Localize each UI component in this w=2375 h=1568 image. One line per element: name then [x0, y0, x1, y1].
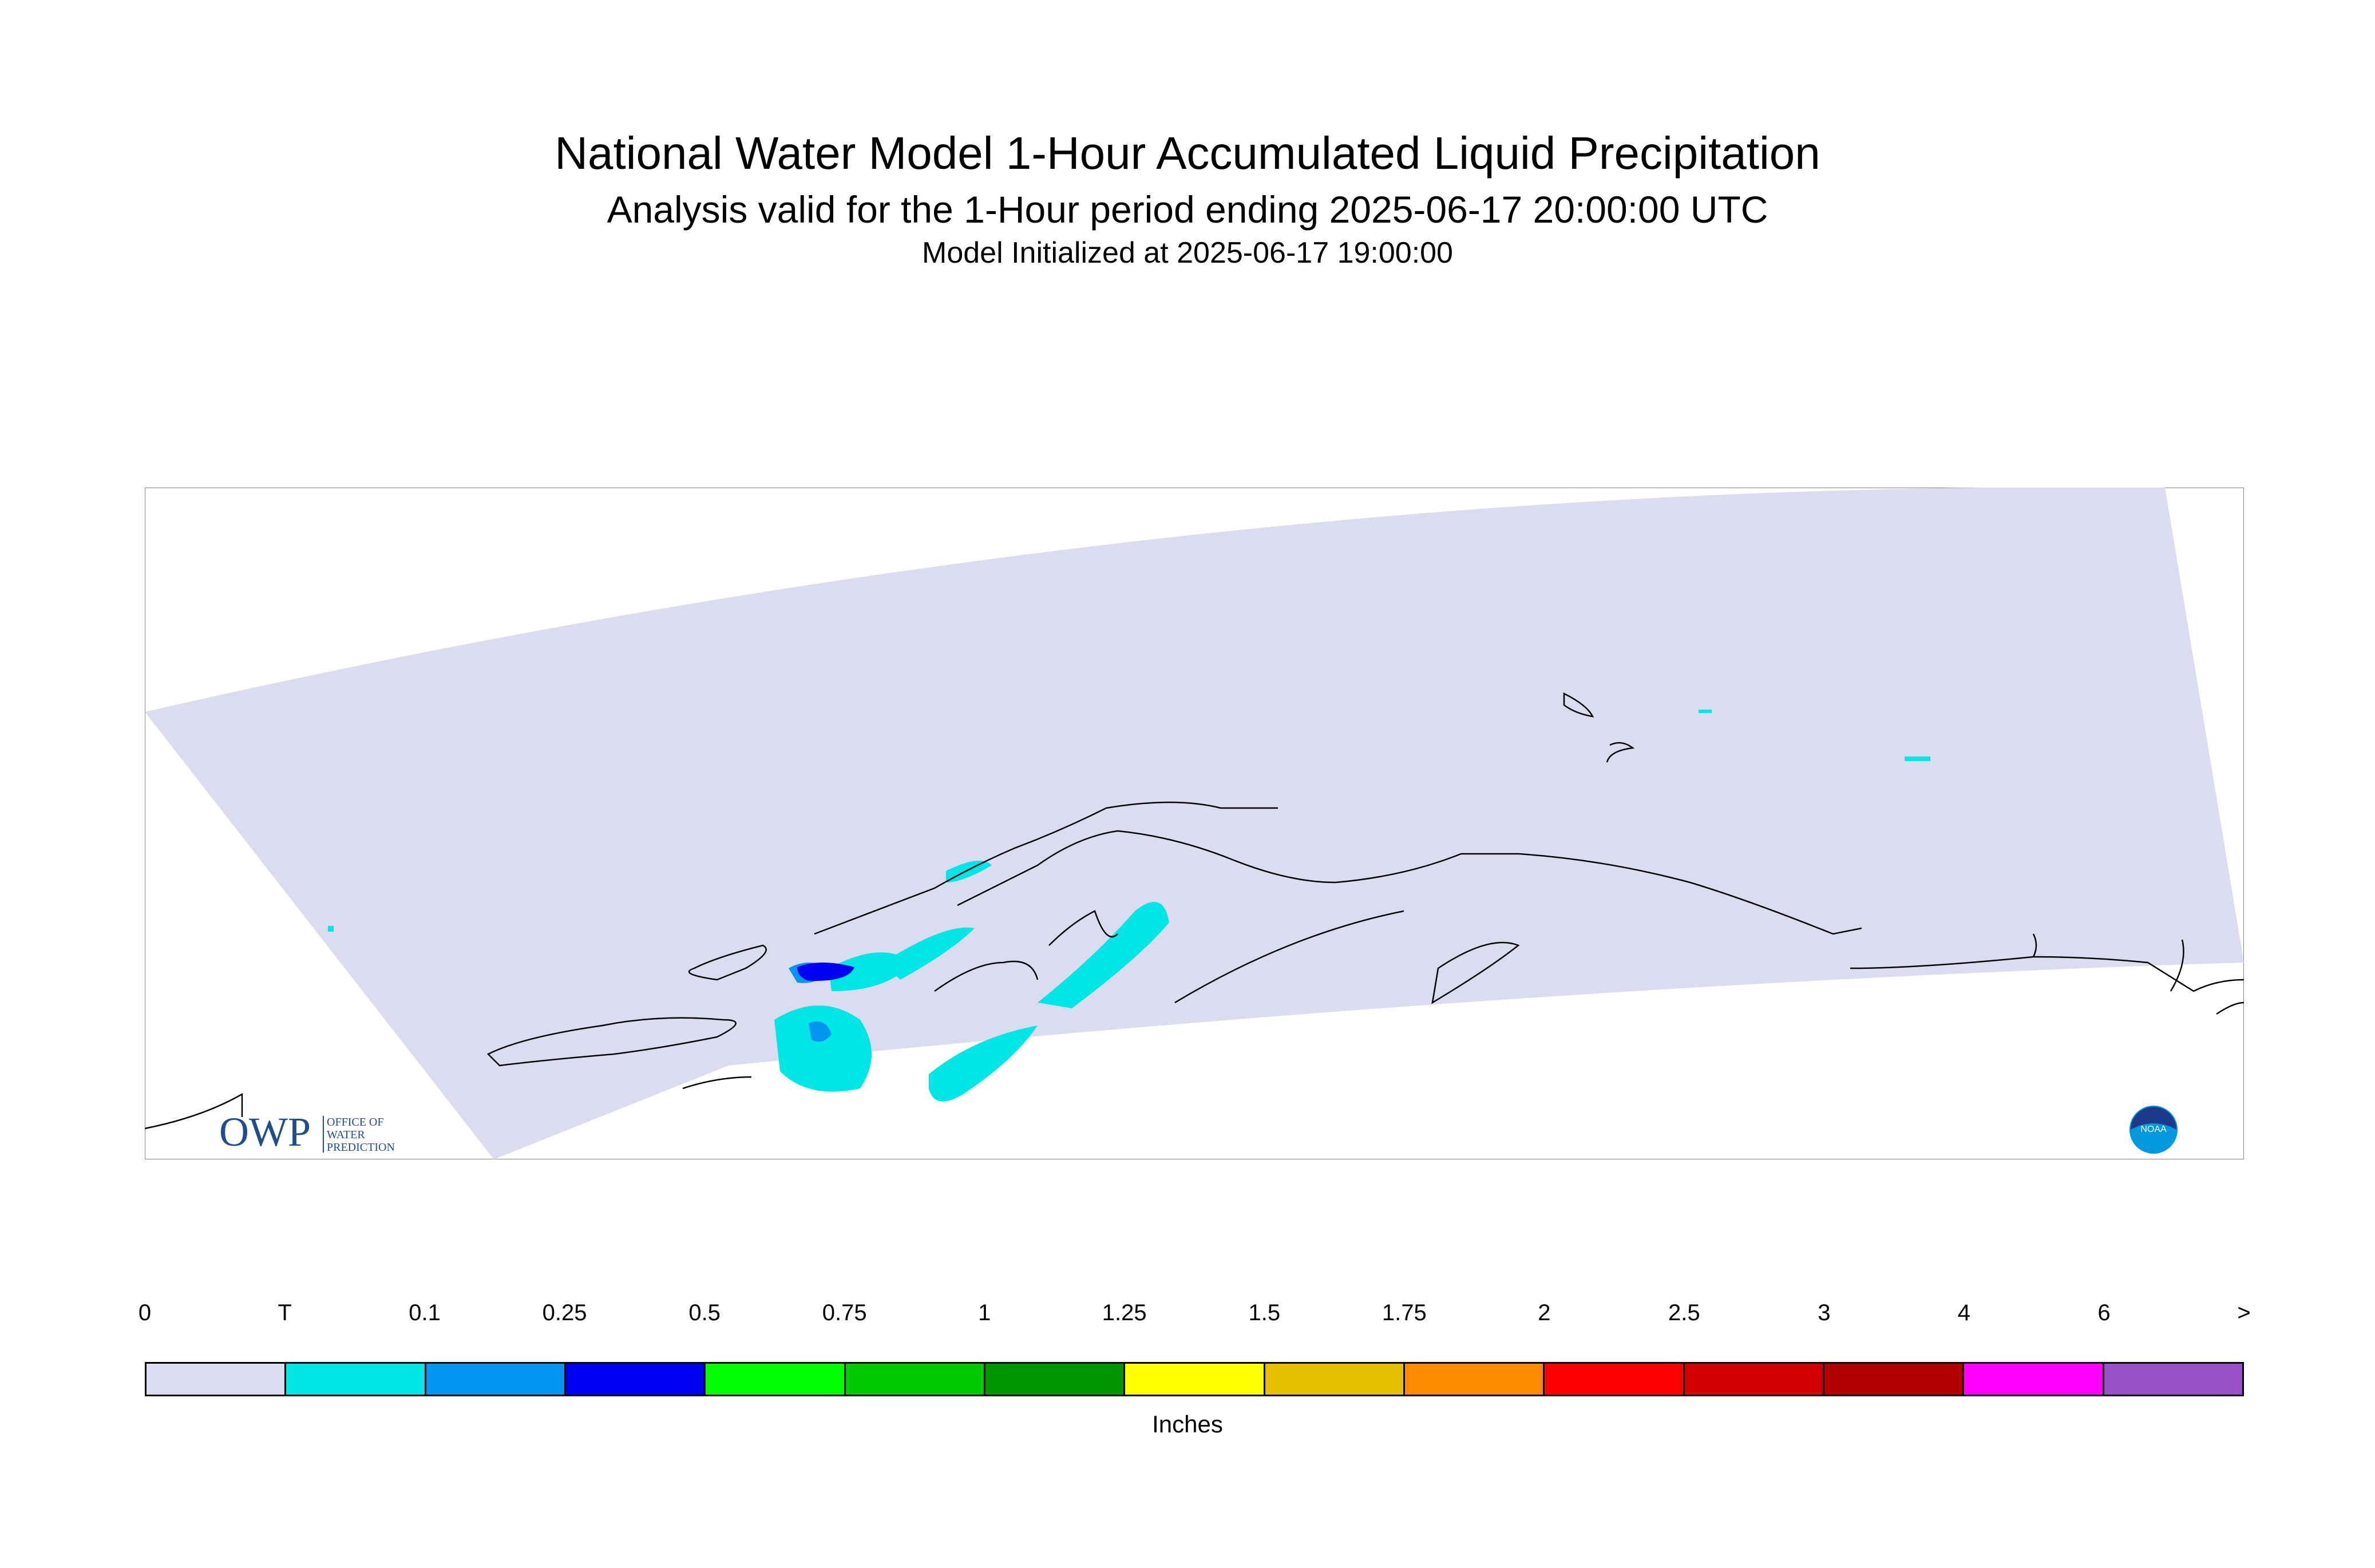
- legend-tick-label: 2: [1538, 1300, 1551, 1325]
- owp-logo-mark: OWP: [219, 1109, 311, 1155]
- color-legend: 0 T 0.1 0.25 0.5 0.75 1 1.25 1.5 1.75 2 2.5 3 4 6 >: [138, 1300, 2251, 1397]
- legend-tick-label: 0.75: [822, 1300, 867, 1325]
- owp-logo-text-1: OFFICE OF: [327, 1116, 383, 1129]
- model-domain: [145, 488, 2244, 1159]
- legend-tick-label: 0.5: [688, 1300, 721, 1325]
- legend-swatch: [1404, 1364, 1545, 1395]
- coastlines: [145, 692, 2244, 1130]
- precipitation-map: OWP OFFICE OF WATER PREDICTION NOAA: [145, 488, 2244, 1159]
- legend-tick-label: >: [2237, 1300, 2251, 1325]
- legend-tick-label: 4: [1957, 1300, 1971, 1325]
- legend-tick-label: T: [278, 1300, 292, 1325]
- noaa-logo-text: NOAA: [2140, 1124, 2167, 1134]
- legend-tick-label: 0.1: [409, 1300, 441, 1325]
- legend-colorbar: [145, 1362, 2244, 1396]
- legend-swatch: [1684, 1364, 1824, 1395]
- legend-tick-label: 6: [2097, 1300, 2111, 1325]
- owp-logo: OWP OFFICE OF WATER PREDICTION: [219, 1109, 395, 1155]
- legend-swatch: [565, 1364, 706, 1395]
- legend-swatch: [985, 1364, 1126, 1395]
- owp-logo-text-2: WATER: [327, 1129, 365, 1141]
- legend-swatch: [1964, 1364, 2104, 1395]
- legend-swatch: [286, 1364, 426, 1395]
- model-init-time: Model Initialized at 2025-06-17 19:00:00: [922, 236, 1453, 270]
- chart-subtitle: Analysis valid for the 1-Hour period end…: [607, 188, 1768, 231]
- owp-logo-text-3: PREDICTION: [327, 1141, 395, 1154]
- legend-tick-label: 2.5: [1668, 1300, 1700, 1325]
- legend-swatch: [1265, 1364, 1405, 1395]
- legend-tick-label: 1: [978, 1300, 991, 1325]
- precip-moderate-areas: [797, 963, 854, 981]
- legend-swatch: [147, 1364, 287, 1395]
- legend-tick-label: 0.25: [542, 1300, 587, 1325]
- legend-swatch: [1545, 1364, 1685, 1395]
- legend-swatch: [706, 1364, 846, 1395]
- legend-swatch: [426, 1364, 566, 1395]
- chart-title: National Water Model 1-Hour Accumulated …: [555, 128, 1820, 179]
- legend-tick-label: 1.75: [1382, 1300, 1427, 1325]
- precip-trace-areas: [328, 710, 1930, 1102]
- legend-units: Inches: [1152, 1411, 1223, 1438]
- legend-tick-label: 0: [138, 1300, 152, 1325]
- legend-swatch: [1824, 1364, 1965, 1395]
- legend-swatch: [2104, 1364, 2242, 1395]
- noaa-logo: NOAA: [2129, 1106, 2178, 1154]
- legend-swatch: [1125, 1364, 1265, 1395]
- legend-swatch: [845, 1364, 985, 1395]
- legend-tick-label: 1.5: [1248, 1300, 1281, 1325]
- legend-tick-label: 1.25: [1102, 1300, 1147, 1325]
- legend-tick-label: 3: [1818, 1300, 1831, 1325]
